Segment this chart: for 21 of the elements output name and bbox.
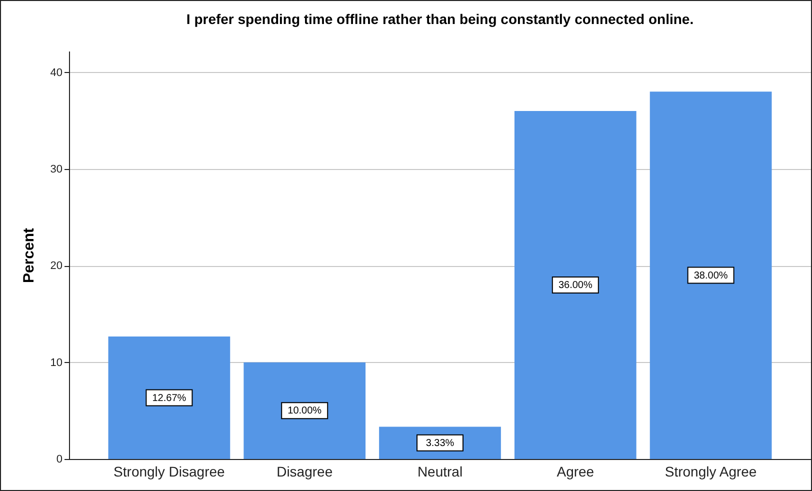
bar (650, 92, 772, 459)
data-label: 10.00% (288, 406, 322, 417)
x-tick-label: Agree (556, 464, 594, 480)
data-label: 38.00% (694, 270, 728, 282)
x-tick-label: Strongly Agree (664, 464, 757, 480)
data-label: 3.33% (426, 438, 454, 449)
data-label: 36.00% (558, 280, 592, 291)
y-tick-label: 20 (50, 260, 62, 272)
y-tick-label: 0 (56, 454, 62, 466)
bar (108, 336, 230, 459)
x-tick-label: Strongly Disagree (114, 464, 226, 480)
y-axis-title: Percent (20, 228, 38, 284)
data-label: 12.67% (152, 392, 186, 404)
x-tick-label: Neutral (417, 464, 463, 480)
y-tick-label: 40 (50, 66, 62, 79)
chart-title: I prefer spending time offline rather than being constantly connected online. (186, 11, 694, 27)
bar (244, 362, 366, 459)
y-tick-label: 30 (50, 163, 62, 176)
x-tick-label: Disagree (276, 464, 333, 480)
bar (514, 110, 636, 459)
y-tick-label: 10 (50, 356, 62, 369)
